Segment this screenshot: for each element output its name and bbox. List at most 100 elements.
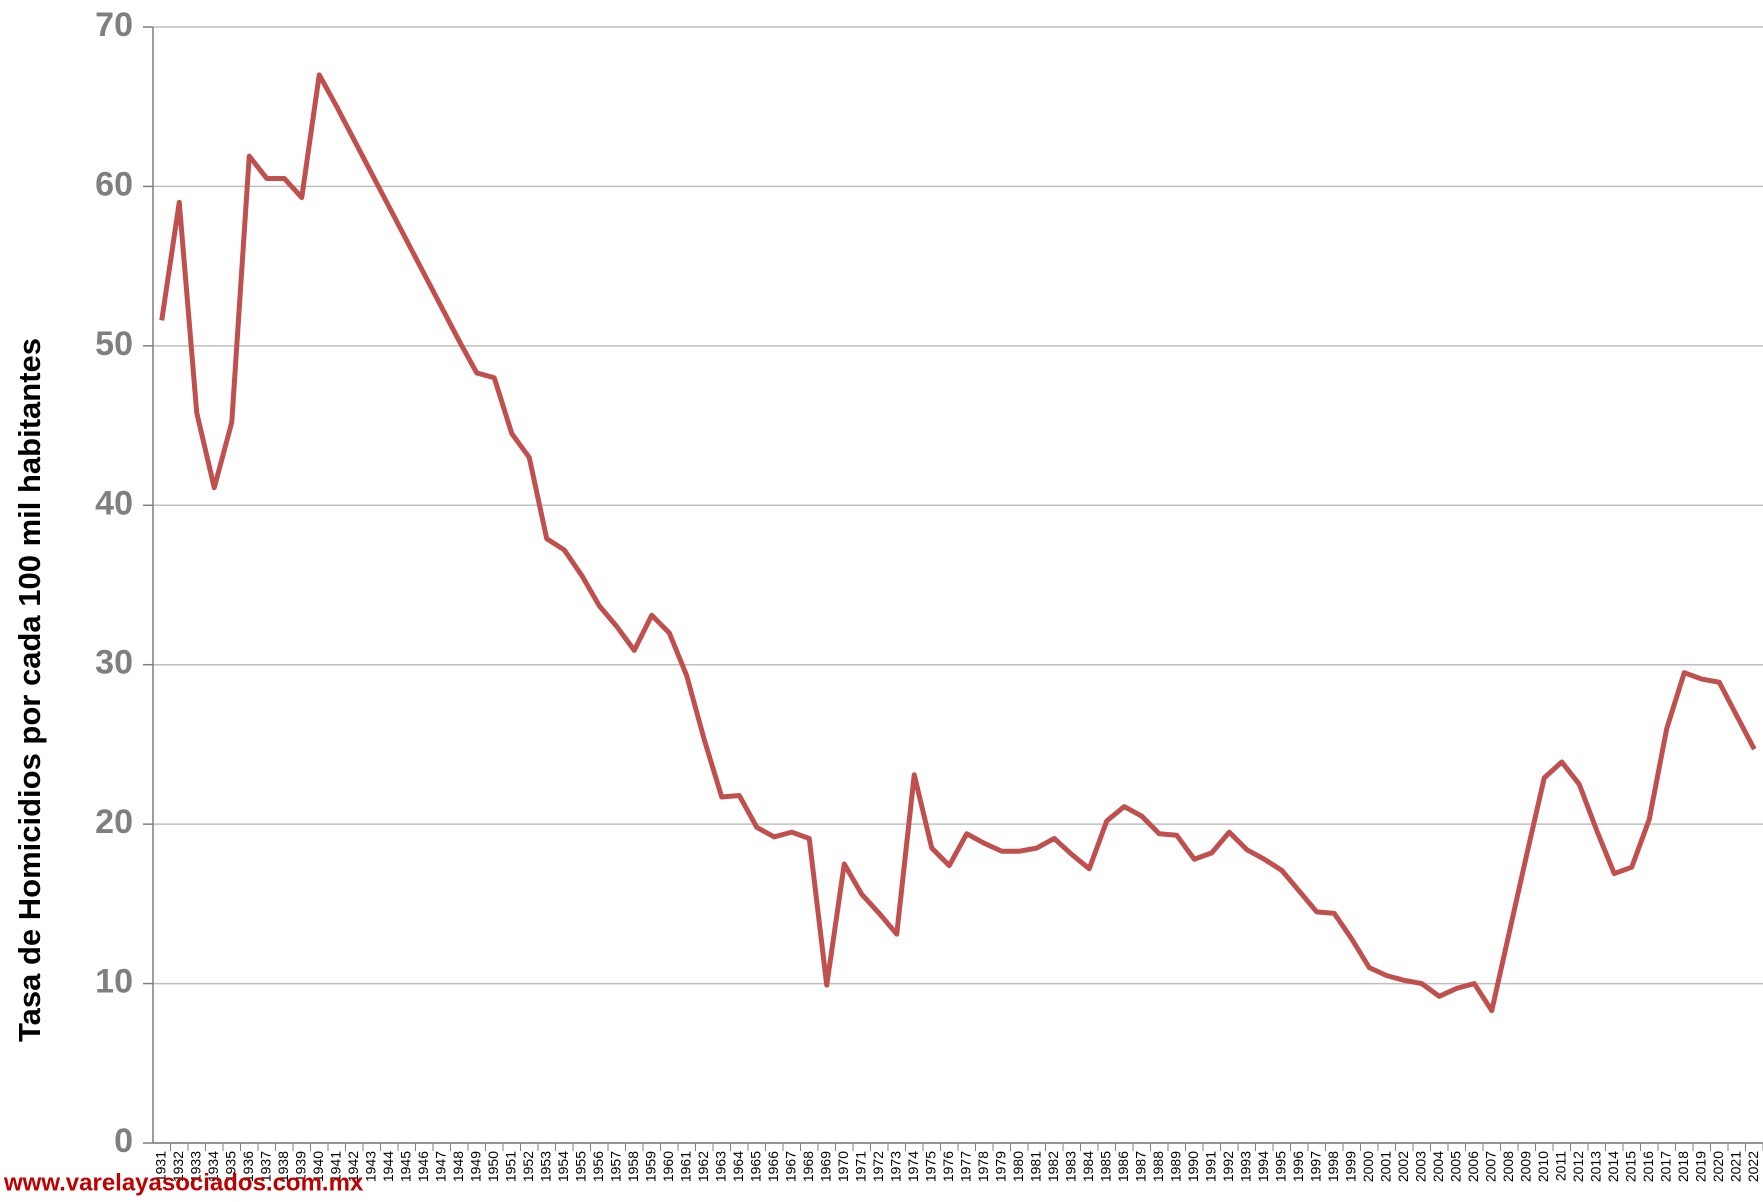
x-tick-label: 2004 xyxy=(1430,1151,1446,1182)
y-tick-label: 40 xyxy=(95,484,133,522)
x-tick-label: 1960 xyxy=(660,1151,676,1182)
x-tick-label: 1959 xyxy=(642,1151,658,1182)
x-tick-label: 1967 xyxy=(782,1151,798,1182)
x-tick-label: 1961 xyxy=(677,1151,693,1182)
x-tick-label: 1946 xyxy=(415,1151,431,1182)
y-tick-label: 70 xyxy=(95,6,133,44)
y-tick-label: 0 xyxy=(114,1122,133,1160)
x-tick-label: 1966 xyxy=(765,1151,781,1182)
x-tick-label: 1944 xyxy=(380,1151,396,1182)
x-tick-label: 1968 xyxy=(800,1151,816,1182)
x-tick-label: 2003 xyxy=(1412,1151,1428,1182)
x-tick-label: 1982 xyxy=(1045,1151,1061,1182)
x-tick-label: 1980 xyxy=(1010,1151,1026,1182)
watermark: www.varelayasociados.com.mx xyxy=(3,1169,364,1196)
x-tick-label: 2010 xyxy=(1535,1151,1551,1182)
x-tick-label: 1949 xyxy=(467,1151,483,1182)
x-tick-label: 1970 xyxy=(835,1151,851,1182)
x-tick-label: 1938 xyxy=(275,1151,291,1182)
x-tick-label: 2000 xyxy=(1360,1151,1376,1182)
x-tick-label: 1953 xyxy=(537,1151,553,1182)
x-tick-label: 1964 xyxy=(730,1151,746,1182)
y-tick-label: 30 xyxy=(95,644,133,682)
x-tick-label: 1989 xyxy=(1167,1151,1183,1182)
x-tick-label: 1955 xyxy=(572,1151,588,1182)
x-tick-label: 2007 xyxy=(1482,1151,1498,1182)
y-tick-label: 10 xyxy=(95,963,133,1001)
x-tick-label: 1999 xyxy=(1342,1151,1358,1182)
x-tick-label: 1997 xyxy=(1307,1151,1323,1182)
x-tick-label: 1983 xyxy=(1062,1151,1078,1182)
x-tick-label: 1935 xyxy=(222,1151,238,1182)
x-tick-label: 1985 xyxy=(1097,1151,1113,1182)
x-tick-label: 1965 xyxy=(747,1151,763,1182)
x-tick-label: 1978 xyxy=(975,1151,991,1182)
x-tick-label: 1977 xyxy=(957,1151,973,1182)
x-tick-label: 2001 xyxy=(1377,1151,1393,1182)
x-tick-label: 1990 xyxy=(1185,1151,1201,1182)
x-tick-label: 1971 xyxy=(852,1151,868,1182)
x-tick-label: 1975 xyxy=(922,1151,938,1182)
x-tick-label: 1976 xyxy=(940,1151,956,1182)
x-tick-label: 1945 xyxy=(397,1151,413,1182)
y-axis-label: Tasa de Homicidios por cada 100 mil habi… xyxy=(12,338,47,1042)
x-tick-label: 1995 xyxy=(1272,1151,1288,1182)
x-tick-label: 1992 xyxy=(1220,1151,1236,1182)
x-tick-label: 2009 xyxy=(1517,1151,1533,1182)
x-tick-label: 1996 xyxy=(1290,1151,1306,1182)
x-tick-label: 1986 xyxy=(1115,1151,1131,1182)
x-tick-label: 1973 xyxy=(887,1151,903,1182)
x-tick-label: 1934 xyxy=(205,1151,221,1182)
x-tick-label: 1991 xyxy=(1202,1151,1218,1182)
x-tick-label: 1950 xyxy=(485,1151,501,1182)
x-tick-label: 2008 xyxy=(1500,1151,1516,1182)
x-tick-label: 2021 xyxy=(1727,1151,1743,1182)
x-tick-label: 2014 xyxy=(1605,1151,1621,1182)
x-tick-label: 2015 xyxy=(1622,1151,1638,1182)
x-tick-label: 1932 xyxy=(170,1151,186,1182)
x-tick-label: 2006 xyxy=(1465,1151,1481,1182)
x-tick-label: 2020 xyxy=(1710,1151,1726,1182)
x-tick-label: 1993 xyxy=(1237,1151,1253,1182)
x-tick-label: 1969 xyxy=(817,1151,833,1182)
x-tick-label: 1979 xyxy=(992,1151,1008,1182)
x-tick-label: 2012 xyxy=(1570,1151,1586,1182)
x-tick-label: 1972 xyxy=(870,1151,886,1182)
x-tick-label: 2011 xyxy=(1552,1151,1568,1181)
x-tick-label: 1974 xyxy=(905,1151,921,1182)
x-tick-label: 1939 xyxy=(292,1151,308,1182)
x-tick-label: 1998 xyxy=(1325,1151,1341,1182)
y-tick-label: 60 xyxy=(95,165,133,203)
x-tick-label: 1958 xyxy=(625,1151,641,1182)
data-line xyxy=(159,72,1757,1014)
x-tick-label: 1956 xyxy=(590,1151,606,1182)
x-tick-label: 2017 xyxy=(1657,1151,1673,1182)
x-tick-label: 1942 xyxy=(345,1151,361,1182)
x-tick-label: 2013 xyxy=(1587,1151,1603,1182)
x-tick-label: 2016 xyxy=(1640,1151,1656,1182)
x-tick-label: 1943 xyxy=(362,1151,378,1182)
x-tick-label: 1988 xyxy=(1150,1151,1166,1182)
y-tick-label: 20 xyxy=(95,803,133,841)
x-tick-label: 1940 xyxy=(310,1151,326,1182)
x-tick-label: 1947 xyxy=(432,1151,448,1182)
x-tick-label: 2018 xyxy=(1675,1151,1691,1182)
x-tick-label: 1937 xyxy=(257,1151,273,1182)
x-tick-label: 2019 xyxy=(1692,1151,1708,1182)
x-tick-label: 1941 xyxy=(327,1151,343,1182)
x-tick-label: 1963 xyxy=(712,1151,728,1182)
x-tick-label: 2022 xyxy=(1745,1151,1761,1182)
x-tick-label: 1951 xyxy=(502,1151,518,1182)
x-tick-label: 1931 xyxy=(152,1151,168,1182)
x-tick-label: 1954 xyxy=(555,1151,571,1182)
x-tick-label: 1981 xyxy=(1027,1151,1043,1182)
x-tick-label: 2002 xyxy=(1395,1151,1411,1182)
x-tick-label: 2005 xyxy=(1447,1151,1463,1182)
x-tick-label: 1962 xyxy=(695,1151,711,1182)
x-tick-label: 1987 xyxy=(1132,1151,1148,1182)
y-tick-label: 50 xyxy=(95,325,133,363)
x-tick-label: 1933 xyxy=(187,1151,203,1182)
x-tick-label: 1952 xyxy=(520,1151,536,1182)
x-tick-label: 1957 xyxy=(607,1151,623,1182)
x-tick-label: 1994 xyxy=(1255,1151,1271,1182)
